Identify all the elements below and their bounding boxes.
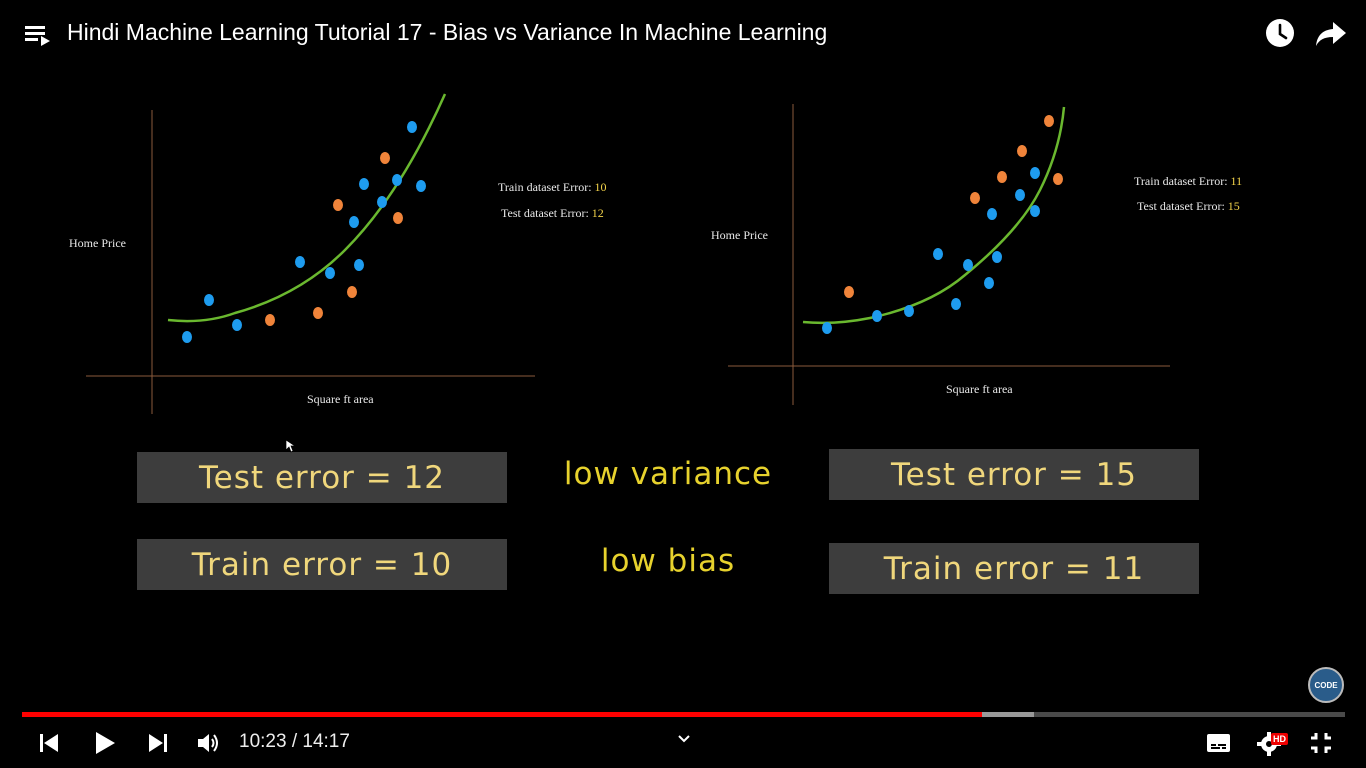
- train-point: [992, 251, 1002, 263]
- right-ylabel: Home Price: [711, 228, 768, 242]
- train-point: [354, 259, 364, 271]
- left-train-error-label: Train dataset Error: 10: [498, 180, 607, 194]
- left-fit-curve: [167, 93, 447, 323]
- test-point: [970, 192, 980, 204]
- train-point: [1030, 205, 1040, 217]
- play-icon[interactable]: [93, 730, 117, 756]
- train-point: [1030, 167, 1040, 179]
- hd-badge: HD: [1271, 733, 1288, 745]
- right-scatter-points: [822, 115, 1063, 334]
- test-point: [393, 212, 403, 224]
- left-test-error-box: Test error = 12: [137, 452, 507, 503]
- left-scatter-points: [182, 121, 426, 343]
- volume-icon[interactable]: [196, 731, 220, 755]
- train-point: [872, 310, 882, 322]
- test-point: [997, 171, 1007, 183]
- train-point: [392, 174, 402, 186]
- progress-bar[interactable]: [22, 712, 1345, 717]
- slide-charts: Home Price Square ft area Train dataset …: [69, 93, 1242, 414]
- train-point: [407, 121, 417, 133]
- train-point: [1015, 189, 1025, 201]
- progress-played: [22, 712, 983, 717]
- train-point: [232, 319, 242, 331]
- train-point: [984, 277, 994, 289]
- train-point: [822, 322, 832, 334]
- video-title[interactable]: Hindi Machine Learning Tutorial 17 - Bia…: [67, 19, 828, 45]
- train-point: [416, 180, 426, 192]
- train-point: [933, 248, 943, 260]
- test-point: [1053, 173, 1063, 185]
- playlist-icon[interactable]: [22, 20, 52, 48]
- train-point: [377, 196, 387, 208]
- test-point: [1044, 115, 1054, 127]
- test-point: [313, 307, 323, 319]
- chevron-down-icon[interactable]: [676, 733, 692, 745]
- train-point: [904, 305, 914, 317]
- right-train-error-label: Train dataset Error: 11: [1134, 174, 1242, 188]
- right-fit-curve: [802, 106, 1066, 325]
- low-bias-label: low bias: [600, 543, 736, 579]
- test-point: [844, 286, 854, 298]
- previous-icon[interactable]: [38, 732, 60, 754]
- next-icon[interactable]: [147, 732, 169, 754]
- video-frame[interactable]: Home Price Square ft area Train dataset …: [0, 0, 1366, 703]
- share-icon[interactable]: [1314, 17, 1348, 49]
- low-variance-label: low variance: [563, 456, 773, 492]
- test-point: [380, 152, 390, 164]
- left-test-error-label: Test dataset Error: 12: [501, 206, 604, 220]
- right-train-error-box: Train error = 11: [829, 543, 1199, 594]
- train-point: [951, 298, 961, 310]
- channel-logo[interactable]: CODE: [1308, 667, 1344, 703]
- right-test-error-box: Test error = 15: [829, 449, 1199, 500]
- train-point: [295, 256, 305, 268]
- subtitles-icon[interactable]: [1206, 732, 1231, 754]
- test-point: [1017, 145, 1027, 157]
- train-point: [204, 294, 214, 306]
- left-train-error-box: Train error = 10: [137, 539, 507, 590]
- mouse-cursor: [285, 439, 295, 453]
- exit-fullscreen-icon[interactable]: [1309, 731, 1333, 755]
- time-display: 10:23 / 14:17: [239, 731, 350, 752]
- test-point: [333, 199, 343, 211]
- train-point: [182, 331, 192, 343]
- train-point: [359, 178, 369, 190]
- right-xlabel: Square ft area: [946, 382, 1013, 396]
- train-point: [987, 208, 997, 220]
- left-ylabel: Home Price: [69, 236, 126, 250]
- test-point: [265, 314, 275, 326]
- train-point: [349, 216, 359, 228]
- clock-icon[interactable]: [1264, 17, 1296, 49]
- train-point: [963, 259, 973, 271]
- right-test-error-label: Test dataset Error: 15: [1137, 199, 1240, 213]
- left-xlabel: Square ft area: [307, 392, 374, 406]
- train-point: [325, 267, 335, 279]
- test-point: [347, 286, 357, 298]
- top-bar: Hindi Machine Learning Tutorial 17 - Bia…: [0, 0, 1366, 68]
